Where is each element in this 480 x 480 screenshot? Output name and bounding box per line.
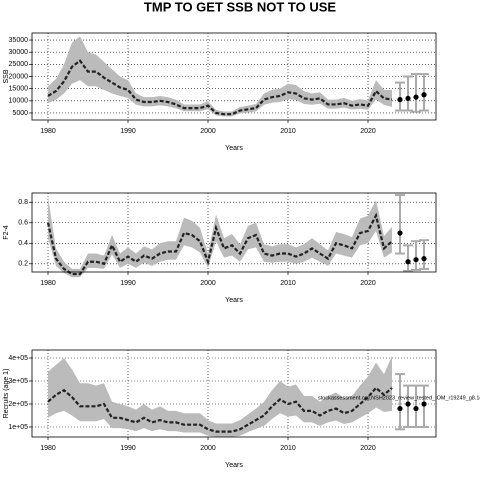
x-tick-label: 2000 <box>200 280 216 287</box>
projection-point <box>397 96 403 103</box>
y-tick-label: 35000 <box>9 37 29 44</box>
x-tick-label: 2020 <box>360 128 376 135</box>
y-tick-label: 20000 <box>9 73 29 80</box>
projection-point <box>421 256 427 262</box>
annotation: stockassessment.org,NSH2023_review_teste… <box>318 395 480 401</box>
plot-frame <box>31 349 437 438</box>
chart-title: TMP TO GET SSB NOT TO USE <box>144 0 336 14</box>
y-tick-label: 2e+05 <box>8 401 28 408</box>
projection <box>403 384 413 428</box>
projection-point <box>397 230 403 236</box>
projection <box>411 240 421 271</box>
estimate-line <box>46 212 393 276</box>
projection <box>419 384 429 428</box>
x-tick-label: 2010 <box>280 280 296 287</box>
projection-point <box>397 405 403 412</box>
x-tick-label: 2020 <box>360 280 376 287</box>
y-tick-label: 0.8 <box>18 199 28 206</box>
x-tick-label: 1990 <box>120 280 136 287</box>
x-tick-label: 2000 <box>200 445 216 452</box>
projection-point <box>421 92 427 98</box>
projection-point <box>421 401 427 407</box>
confidence-band <box>48 197 392 278</box>
y-axis-label: Recruits (age 1) <box>3 369 10 419</box>
y-axis-label: F2-4 <box>3 225 10 240</box>
x-axis-label: Years <box>225 145 243 152</box>
x-tick-label: 2010 <box>280 445 296 452</box>
x-tick-label: 2020 <box>360 445 376 452</box>
projection <box>419 239 429 270</box>
confidence-band <box>48 355 392 437</box>
x-tick-label: 2010 <box>280 128 296 135</box>
projection-point <box>405 401 411 407</box>
projection <box>403 75 413 112</box>
y-tick-label: 10000 <box>9 98 29 105</box>
projection <box>395 81 405 112</box>
projection-point <box>413 257 419 263</box>
projection-point <box>413 94 419 100</box>
projection <box>403 244 413 272</box>
projection <box>411 384 421 428</box>
projection <box>395 373 405 431</box>
projection-point <box>405 95 411 101</box>
y-axis-label: SSB <box>3 69 10 83</box>
y-tick-label: 0.2 <box>18 261 28 268</box>
x-tick-label: 1990 <box>120 445 136 452</box>
y-tick-label: 5000 <box>12 110 28 117</box>
x-axis-label: Years <box>225 297 243 304</box>
y-tick-label: 1e+05 <box>8 424 28 431</box>
y-tick-label: 3e+05 <box>8 378 28 385</box>
plot-frame <box>31 32 437 121</box>
x-axis-label: Years <box>225 462 243 469</box>
projection <box>395 194 405 255</box>
estimate-line <box>47 386 393 433</box>
y-tick-label: 25000 <box>9 61 29 68</box>
x-tick-label: 1980 <box>40 280 56 287</box>
projection-point <box>413 405 419 412</box>
x-tick-label: 1980 <box>40 128 56 135</box>
projection-point <box>405 259 411 265</box>
y-tick-label: 0.6 <box>18 220 28 227</box>
x-tick-label: 1990 <box>120 128 136 135</box>
plot-frame <box>31 192 437 273</box>
projection <box>411 73 421 113</box>
x-tick-label: 1980 <box>40 445 56 452</box>
projection <box>419 73 429 112</box>
y-tick-label: 30000 <box>9 49 29 56</box>
estimate-line <box>47 59 393 116</box>
x-tick-label: 2000 <box>200 128 216 135</box>
y-tick-label: 4e+05 <box>8 355 28 362</box>
y-tick-label: 15000 <box>9 85 29 92</box>
y-tick-label: 0.4 <box>18 240 28 247</box>
